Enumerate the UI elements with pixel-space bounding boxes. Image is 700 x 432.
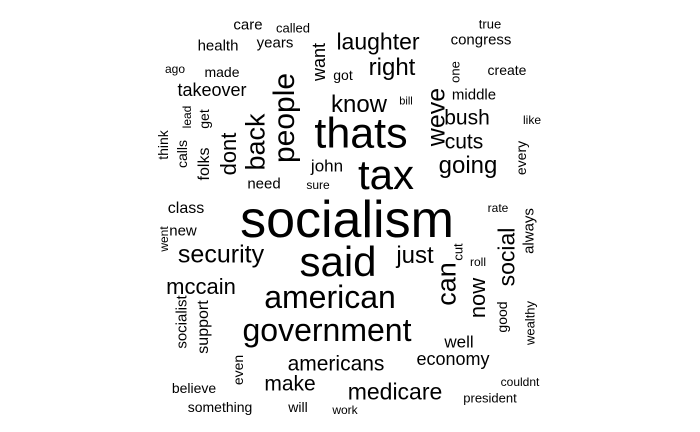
word-something: something: [187, 399, 253, 415]
word-bush: bush: [444, 106, 490, 130]
word-get: get: [196, 109, 212, 129]
word-dont: dont: [216, 132, 241, 176]
word-takeover: takeover: [177, 80, 247, 100]
word-well: well: [444, 332, 474, 352]
word-health: health: [197, 37, 239, 55]
word-know: know: [330, 91, 388, 118]
word-government: government: [242, 312, 412, 348]
word-wealthy: wealthy: [522, 300, 538, 346]
word-cuts: cuts: [444, 130, 484, 154]
word-support: support: [195, 300, 212, 354]
word-sure: sure: [306, 178, 330, 192]
word-middle: middle: [451, 86, 497, 104]
word-john: john: [310, 156, 344, 176]
word-calls: calls: [174, 139, 190, 169]
word-called: called: [276, 20, 310, 36]
word-think: think: [155, 130, 171, 160]
word-ago: ago: [164, 62, 186, 76]
word-president: president: [463, 390, 517, 406]
word-class: class: [167, 200, 205, 217]
word-always: always: [520, 208, 538, 254]
word-thats: thats: [314, 109, 408, 158]
word-make: make: [264, 372, 316, 396]
word-right: right: [368, 54, 416, 81]
word-can: can: [431, 262, 462, 306]
word-roll: roll: [469, 255, 487, 269]
word-american: american: [264, 279, 396, 315]
word-congress: congress: [450, 31, 512, 49]
word-people: people: [268, 72, 301, 164]
word-mccain: mccain: [166, 274, 236, 299]
word-just: just: [396, 242, 434, 269]
word-now: now: [465, 277, 490, 319]
word-even: even: [230, 354, 246, 386]
word-couldnt: couldnt: [500, 375, 540, 389]
word-need: need: [247, 175, 281, 193]
word-good: good: [494, 301, 510, 333]
word-socialism: socialism: [240, 191, 454, 249]
word-going: going: [438, 152, 498, 179]
word-made: made: [204, 64, 240, 80]
word-like: like: [522, 113, 542, 127]
word-believe: believe: [171, 380, 217, 396]
word-back: back: [240, 113, 271, 171]
word-socialist: socialist: [173, 295, 191, 349]
word-years: years: [256, 34, 294, 52]
word-every: every: [513, 140, 529, 176]
word-will: will: [288, 399, 308, 415]
word-got: got: [333, 67, 353, 83]
word-want: want: [309, 42, 329, 82]
word-economy: economy: [416, 349, 490, 369]
word-said: said: [299, 238, 377, 285]
word-tax: tax: [357, 151, 415, 198]
word-social: social: [493, 227, 520, 287]
word-security: security: [177, 240, 265, 269]
word-cut: cut: [450, 243, 466, 261]
word-bill: bill: [399, 95, 413, 108]
word-went: went: [157, 226, 171, 252]
word-medicare: medicare: [347, 378, 443, 405]
word-rate: rate: [487, 201, 509, 215]
word-create: create: [487, 62, 527, 78]
word-one: one: [447, 61, 463, 83]
word-americans: americans: [287, 352, 385, 376]
word-laughter: laughter: [336, 28, 420, 55]
word-lead: lead: [180, 105, 194, 129]
word-true: true: [478, 16, 502, 32]
word-care: care: [233, 16, 263, 34]
word-work: work: [332, 403, 358, 417]
word-new: new: [169, 222, 197, 240]
word-folks: folks: [196, 147, 213, 181]
